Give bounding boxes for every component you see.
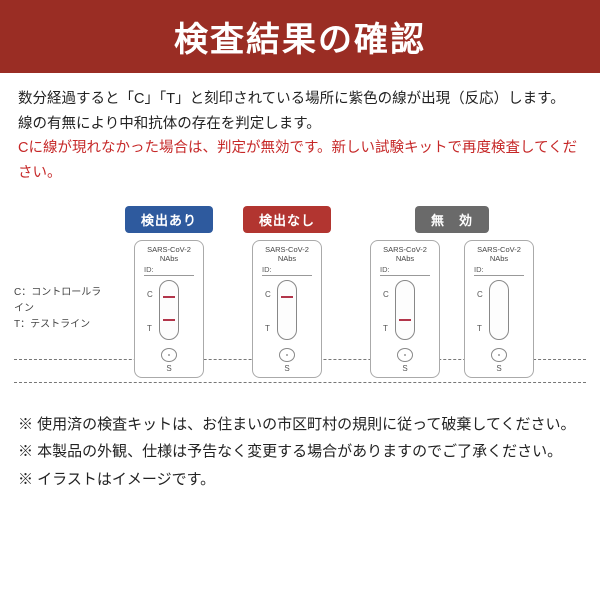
- note-1: ※ 使用済の検査キットは、お住まいの市区町村の規則に従って破棄してください。: [18, 411, 582, 439]
- kit-window-wrap: C T: [395, 278, 415, 346]
- kit-title: SARS-CoV-2NAbs: [265, 245, 309, 263]
- badge-col-notdetected: 検出なし: [240, 206, 334, 239]
- badge-col-detected: 検出あり: [122, 206, 216, 239]
- note-3: ※ イラストはイメージです。: [18, 466, 582, 494]
- ct-labels: C T: [265, 278, 271, 346]
- result-line-t: [163, 319, 175, 322]
- label-s: S: [166, 364, 171, 373]
- desc-line-2: 線の有無により中和抗体の存在を判定します。: [18, 116, 321, 132]
- sample-hole-icon: [279, 348, 295, 362]
- badge-invalid: 無 効: [415, 206, 489, 233]
- desc-line-1: 数分経過すると「C」「T」と刻印されている場所に紫色の線が出現（反応）します。: [18, 91, 565, 107]
- note-2: ※ 本製品の外観、仕様は予告なく変更する場合がありますのでご了承ください。: [18, 438, 582, 466]
- page-title: 検査結果の確認: [0, 12, 600, 61]
- test-kit: SARS-CoV-2NAbs ID: C T S: [464, 240, 534, 378]
- label-t: T: [383, 324, 389, 333]
- kit-id: ID:: [262, 265, 312, 276]
- kit-window: [489, 280, 509, 340]
- label-t: T: [147, 324, 153, 333]
- label-c: C: [383, 290, 389, 299]
- kit-id: ID:: [380, 265, 430, 276]
- desc-line-3-warning: Cに線が現れなかった場合は、判定が無効です。新しい試験キットで再度検査してくださ…: [18, 140, 577, 181]
- badge-not-detected: 検出なし: [243, 206, 331, 233]
- label-t: T: [477, 324, 483, 333]
- line-labels: C：コントロールライン T：テストライン: [14, 285, 110, 333]
- badge-col-invalid: 無 効: [358, 206, 546, 239]
- sample-hole-icon: [397, 348, 413, 362]
- kit-window-wrap: C T: [489, 278, 509, 346]
- label-c: C: [147, 290, 153, 299]
- kit-id: ID:: [144, 265, 194, 276]
- label-control-line: C：コントロールライン: [14, 285, 110, 317]
- ct-labels: C T: [147, 278, 153, 346]
- result-diagram: 検出あり 検出なし 無 効 C：コントロールライン T：テストライン SARS-…: [0, 196, 600, 399]
- kit-title: SARS-CoV-2NAbs: [477, 245, 521, 263]
- result-line-t: [399, 319, 411, 322]
- kit-title: SARS-CoV-2NAbs: [147, 245, 191, 263]
- description-block: 数分経過すると「C」「T」と刻印されている場所に紫色の線が出現（反応）します。 …: [0, 73, 600, 196]
- kit-window: [277, 280, 297, 340]
- test-kit: SARS-CoV-2NAbs ID: C T S: [134, 240, 204, 378]
- label-c: C: [477, 290, 483, 299]
- test-kit: SARS-CoV-2NAbs ID: C T S: [252, 240, 322, 378]
- kits-row: C：コントロールライン T：テストライン SARS-CoV-2NAbs ID: …: [14, 239, 586, 379]
- badge-row: 検出あり 検出なし 無 効: [14, 206, 586, 239]
- result-line-c: [163, 296, 175, 299]
- kit-id: ID:: [474, 265, 524, 276]
- kit-slot: SARS-CoV-2NAbs ID: C T S: [358, 240, 452, 378]
- label-s: S: [284, 364, 289, 373]
- header-banner: 検査結果の確認: [0, 0, 600, 73]
- label-test-line: T：テストライン: [14, 317, 110, 333]
- kit-window: [395, 280, 415, 340]
- kit-window: [159, 280, 179, 340]
- ct-labels: C T: [383, 278, 389, 346]
- sample-hole-icon: [161, 348, 177, 362]
- label-c: C: [265, 290, 271, 299]
- ct-labels: C T: [477, 278, 483, 346]
- sample-hole-icon: [491, 348, 507, 362]
- label-s: S: [496, 364, 501, 373]
- label-s: S: [402, 364, 407, 373]
- kit-window-wrap: C T: [159, 278, 179, 346]
- test-kit: SARS-CoV-2NAbs ID: C T S: [370, 240, 440, 378]
- kit-slot: SARS-CoV-2NAbs ID: C T S: [452, 240, 546, 378]
- kit-slot: SARS-CoV-2NAbs ID: C T S: [122, 240, 216, 378]
- dash-t: [14, 382, 586, 383]
- result-line-c: [281, 296, 293, 299]
- label-t: T: [265, 324, 271, 333]
- kits-container: SARS-CoV-2NAbs ID: C T S SARS-CoV-2NAbs …: [110, 240, 546, 378]
- kit-window-wrap: C T: [277, 278, 297, 346]
- kit-slot: SARS-CoV-2NAbs ID: C T S: [240, 240, 334, 378]
- badge-detected: 検出あり: [125, 206, 213, 233]
- footer-notes: ※ 使用済の検査キットは、お住まいの市区町村の規則に従って破棄してください。 ※…: [0, 399, 600, 506]
- kit-title: SARS-CoV-2NAbs: [383, 245, 427, 263]
